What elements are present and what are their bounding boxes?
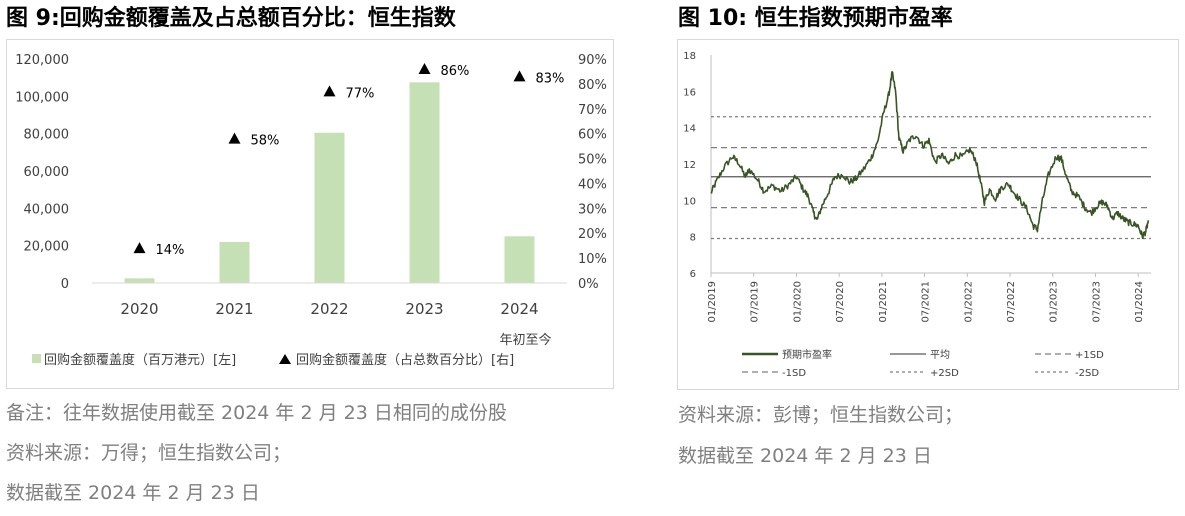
percent-marker (513, 70, 526, 82)
legend-label: 平均 (930, 349, 950, 361)
right-axis-tick-label: 30% (578, 202, 607, 217)
legend-label: +1SD (1075, 350, 1104, 361)
y-tick-label: 8 (690, 233, 696, 244)
fig10-chart-panel: 6 8 10 12 14 16 18 01/2019 07/2019 01/2020 07/2020… (677, 39, 1179, 390)
category-label: 2020 (120, 300, 158, 318)
right-axis-tick-label: 90% (578, 53, 607, 68)
pe-series-line (710, 71, 1150, 240)
legend-label: -1SD (782, 368, 806, 379)
percent-marker (418, 62, 431, 74)
left-axis-tick-label: 0 (61, 277, 69, 292)
x-tick-label: 01/2020 (792, 281, 803, 323)
y-tick-label: 16 (683, 87, 696, 98)
x-tick-label: 07/2022 (1006, 281, 1017, 323)
data-label: 14% (156, 243, 185, 258)
legend-marker-triangle (279, 354, 291, 364)
fig9-chart-panel: 0 20,000 40,000 60,000 80,000 100,000 120,000 0… (6, 39, 614, 389)
y-tick-label: 18 (683, 51, 696, 62)
right-axis-tick-label: 70% (578, 103, 607, 118)
data-label: 77% (346, 86, 375, 101)
legend-label: -2SD (1075, 368, 1099, 379)
category-label: 年初至今 (499, 332, 551, 348)
fig9-source: 资料来源：万得；恒生指数公司； (6, 442, 292, 464)
left-axis-tick-label: 100,000 (15, 90, 69, 105)
legend-label: 预期市盈率 (782, 348, 832, 361)
x-tick-label: 07/2021 (921, 281, 932, 323)
data-label: 86% (441, 64, 470, 79)
bar (124, 278, 155, 283)
left-axis-tick-label: 60,000 (24, 165, 70, 180)
fig10-data-date: 数据截至 2024 年 2 月 23 日 (678, 445, 932, 467)
bar (219, 241, 250, 283)
legend-label-marker: 回购金额覆盖度（占总数百分比）[右] (296, 352, 514, 368)
category-label: 2024 (500, 300, 538, 318)
x-tick-label: 07/2020 (835, 281, 846, 323)
x-tick-label: 01/2019 (707, 281, 718, 323)
fig9-data-date: 数据截至 2024 年 2 月 23 日 (6, 482, 260, 504)
right-axis-tick-label: 10% (578, 252, 607, 267)
left-axis-tick-label: 20,000 (24, 240, 70, 255)
x-tick-label: 01/2023 (1049, 281, 1060, 323)
y-tick-label: 6 (690, 269, 696, 280)
fig10-title: 图 10: 恒生指数预期市盈率 (678, 6, 953, 31)
left-axis-tick-label: 40,000 (24, 202, 70, 217)
percent-marker (228, 132, 241, 144)
right-axis-tick-label: 20% (578, 227, 607, 242)
percent-marker (133, 242, 146, 254)
x-tick-label: 07/2019 (750, 281, 761, 323)
legend-swatch-bar (32, 354, 41, 363)
fig9-bar-chart: 0 20,000 40,000 60,000 80,000 100,000 120,000 0… (15, 53, 607, 368)
y-tick-label: 14 (683, 124, 696, 135)
legend-label-bar: 回购金额覆盖度（百万港元）[左] (44, 352, 236, 368)
data-label: 83% (536, 71, 565, 86)
fig10-source: 资料来源：彭博；恒生指数公司； (678, 404, 964, 426)
fig9-title: 图 9:回购金额覆盖及占总额百分比：恒生指数 (6, 6, 456, 31)
right-axis-tick-label: 40% (578, 177, 607, 192)
x-tick-label: 01/2021 (878, 281, 889, 323)
bar (314, 132, 345, 283)
category-label: 2022 (310, 300, 348, 318)
right-axis-tick-label: 0% (578, 277, 599, 292)
right-axis-tick-label: 60% (578, 128, 607, 143)
percent-marker (323, 85, 336, 97)
x-tick-label: 01/2024 (1134, 281, 1145, 323)
right-axis-tick-label: 50% (578, 153, 607, 168)
x-tick-label: 01/2022 (963, 281, 974, 323)
x-tick-label: 07/2023 (1091, 281, 1102, 323)
right-axis-tick-label: 80% (578, 78, 607, 93)
category-label: 2023 (405, 300, 443, 318)
fig10-line-chart: 6 8 10 12 14 16 18 01/2019 07/2019 01/2020 07/2020… (683, 51, 1151, 379)
category-label: 2021 (215, 300, 253, 318)
fig9-note: 备注：往年数据使用截至 2024 年 2 月 23 日相同的成份股 (6, 402, 507, 424)
bar (504, 236, 535, 283)
legend-label: +2SD (930, 368, 959, 379)
bar (409, 82, 440, 283)
left-axis-tick-label: 80,000 (24, 128, 70, 143)
left-axis-tick-label: 120,000 (15, 53, 69, 68)
data-label: 58% (251, 134, 280, 149)
y-tick-label: 10 (683, 196, 696, 207)
y-tick-label: 12 (683, 160, 696, 171)
